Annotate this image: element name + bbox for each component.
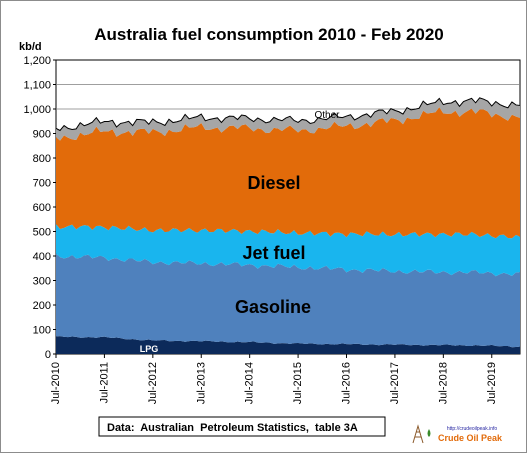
y-tick-label: 1,200 <box>23 55 51 67</box>
y-tick-label: 700 <box>33 178 51 190</box>
x-tick-label: Jul-2019 <box>486 362 498 404</box>
x-tick-label: Jul-2015 <box>292 362 304 404</box>
y-tick-label: 100 <box>33 325 51 337</box>
area-gasoline <box>56 253 520 348</box>
y-tick-label: 800 <box>33 153 51 165</box>
series-label-lpg: LPG <box>140 344 159 354</box>
x-tick-label: Jul-2018 <box>437 362 449 404</box>
x-tick-label: Jul-2014 <box>244 362 256 404</box>
y-tick-label: 600 <box>33 202 51 214</box>
crude-oil-peak-logo: http://crudeoilpeak.info Crude Oil Peak <box>412 424 503 444</box>
series-label-jet-fuel: Jet fuel <box>242 243 305 263</box>
chart-title: Australia fuel consumption 2010 - Feb 20… <box>94 25 444 44</box>
x-tick-label: Jul-2011 <box>98 362 110 403</box>
series-label-other: Other <box>314 110 340 121</box>
stacked-areas <box>55 97 521 354</box>
y-tick-label: 400 <box>33 251 51 263</box>
x-tick-label: Jul-2017 <box>389 362 401 404</box>
y-tick-label: 1,100 <box>23 80 51 92</box>
y-tick-label: 1,000 <box>23 104 51 116</box>
source-note: Data: Australian Petroleum Statistics, t… <box>107 422 358 434</box>
y-axis-ticks: 0 100 200 300 400 500 600 700 800 900 1,000 1,100 1,… <box>23 55 56 361</box>
y-axis-unit-label: kb/d <box>19 41 42 53</box>
logo-derrick-icon <box>412 424 424 444</box>
series-label-gasoline: Gasoline <box>235 297 311 317</box>
area-other <box>56 97 520 141</box>
x-axis-ticks: Jul-2010 Jul-2011 Jul-2012 Jul-2013 Jul-2014… <box>50 354 498 404</box>
area-jet-fuel <box>56 224 520 277</box>
series-label-diesel: Diesel <box>247 173 300 193</box>
source-note-box <box>98 416 386 437</box>
x-tick-label: Jul-2010 <box>50 362 62 404</box>
y-tick-label: 500 <box>33 227 51 239</box>
y-tick-label: 300 <box>33 276 51 288</box>
x-tick-label: Jul-2013 <box>195 362 207 404</box>
y-tick-label: 200 <box>33 300 51 312</box>
logo-drop-icon <box>427 429 431 437</box>
area-lpg <box>56 336 520 354</box>
logo-url: http://crudeoilpeak.info <box>447 426 498 432</box>
y-tick-label: 0 <box>45 349 51 361</box>
total-line <box>55 97 521 132</box>
logo-text: Crude Oil Peak <box>438 433 503 443</box>
y-tick-label: 900 <box>33 129 51 141</box>
area-diesel <box>56 107 520 239</box>
x-tick-label: Jul-2012 <box>147 362 159 404</box>
x-tick-label: Jul-2016 <box>341 362 353 404</box>
